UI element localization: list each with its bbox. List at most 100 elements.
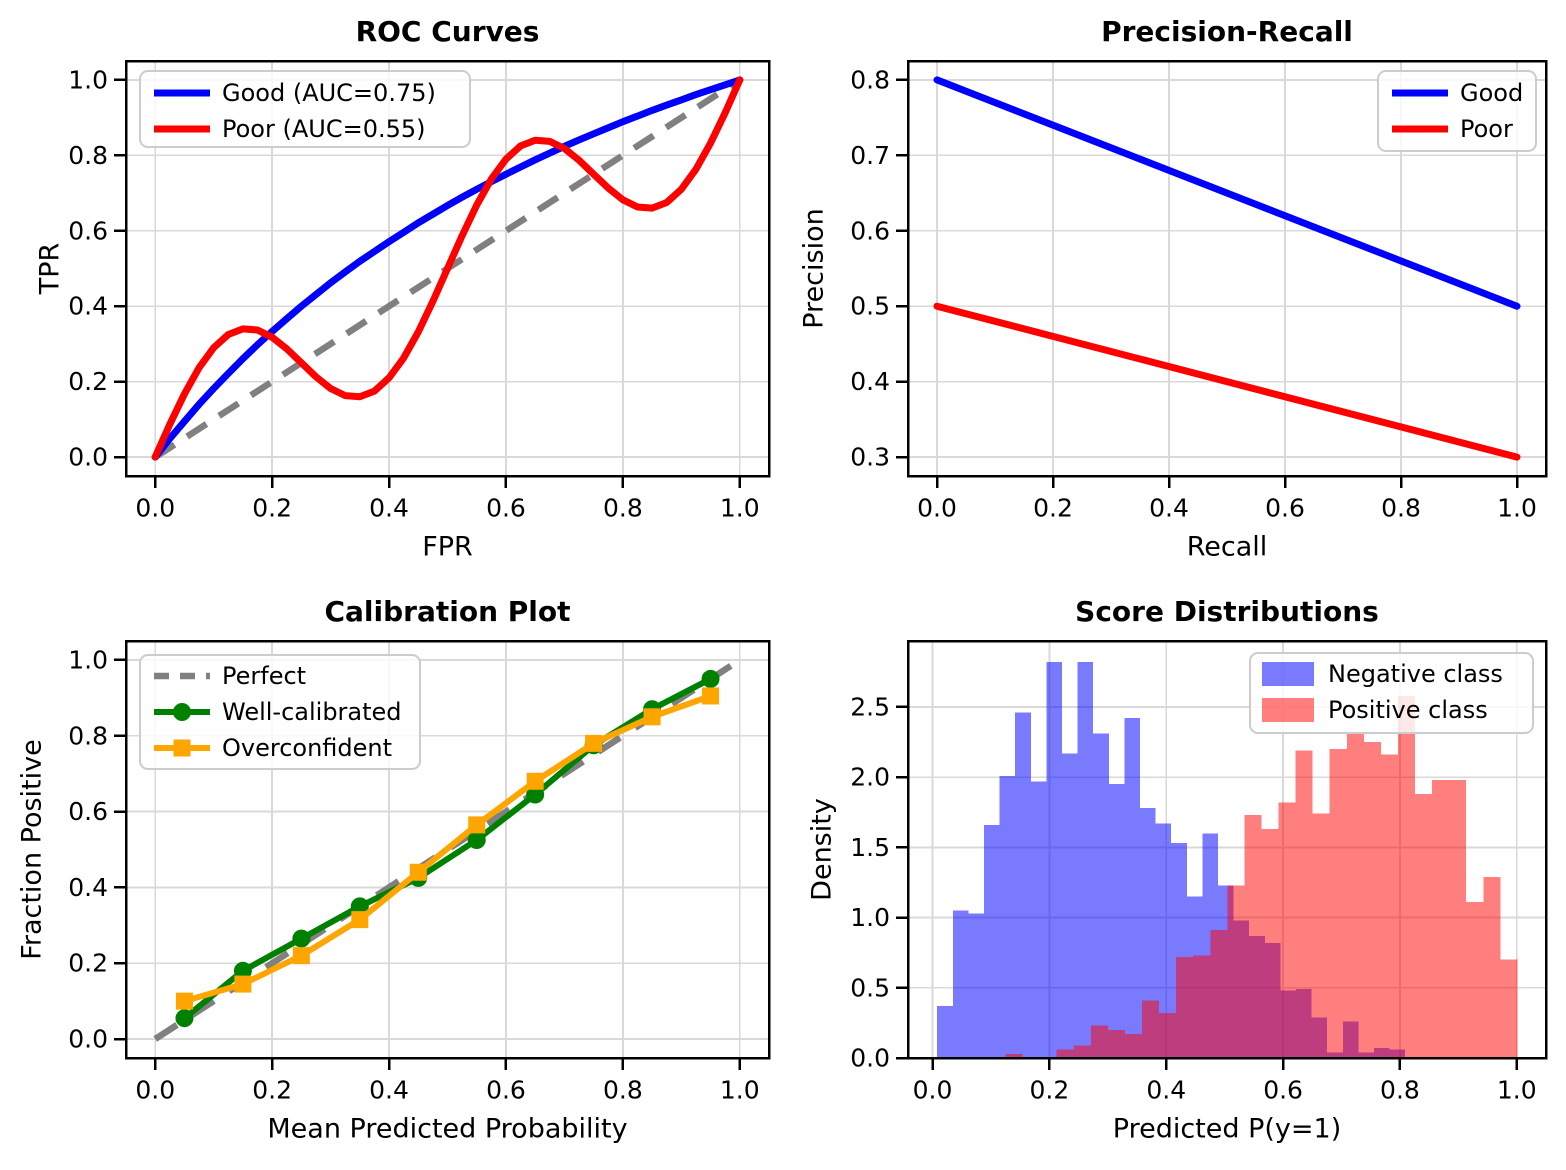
score-dist-series-positive-class-bar bbox=[1073, 1045, 1091, 1058]
calibration-series-well-calibrated-marker bbox=[467, 831, 486, 850]
roc-ylabel: TPR bbox=[35, 243, 66, 296]
score-dist-ytick-label: 1.5 bbox=[850, 833, 890, 862]
pr-ytick-label: 0.7 bbox=[850, 141, 890, 170]
pr-xtick-label: 0.6 bbox=[1265, 494, 1305, 523]
score-dist-xtick-label: 0.2 bbox=[1030, 1076, 1070, 1105]
pr-ytick-label: 0.5 bbox=[850, 292, 890, 321]
score-dist-ytick-label: 0.5 bbox=[850, 973, 890, 1002]
calibration-ytick-label: 0.6 bbox=[68, 797, 108, 826]
roc-subplot: 0.0 0.2 0.4 0.6 0.8 1.0 0.0 0.2 0.4 0.6 0.8 1.0 ROC … bbox=[35, 15, 771, 563]
calibration-legend-label: Well-calibrated bbox=[222, 698, 402, 726]
score-dist-ytick-label: 1.0 bbox=[850, 903, 890, 932]
pr-ytick-label: 0.8 bbox=[850, 65, 890, 94]
pr-legend-label: Poor bbox=[1460, 115, 1513, 143]
score-dist-subplot: 0.0 0.2 0.4 0.6 0.8 1.0 0.0 0.5 1.0 1.5 2.0 2.5 Scor… bbox=[807, 595, 1548, 1145]
roc-ytick-label: 0.2 bbox=[68, 367, 108, 396]
calibration-legend-box bbox=[139, 654, 421, 770]
score-dist-legend: Negative class Positive class bbox=[1249, 652, 1534, 734]
score-dist-series-positive-class-bar bbox=[1090, 1025, 1108, 1058]
score-dist-series-positive-class-bar bbox=[1432, 780, 1450, 1058]
calibration-legend-marker bbox=[173, 703, 191, 721]
roc-xtick-label: 0.6 bbox=[486, 494, 526, 523]
pr-legend-label: Good bbox=[1460, 79, 1523, 107]
score-dist-legend-label: Positive class bbox=[1328, 696, 1488, 724]
roc-xtick-label: 0.0 bbox=[135, 494, 175, 523]
calibration-series-overconfident-marker bbox=[351, 911, 369, 929]
pr-ylabel: Precision bbox=[799, 208, 830, 328]
score-dist-series-positive-class-bar bbox=[1193, 955, 1211, 1058]
score-dist-xtick-label: 0.0 bbox=[913, 1076, 953, 1105]
score-dist-series-positive-class-bar bbox=[1210, 930, 1228, 1058]
roc-axes-frame bbox=[124, 59, 771, 478]
calibration-series-overconfident-marker bbox=[234, 975, 252, 993]
calibration-series-overconfident-marker bbox=[175, 992, 193, 1010]
pr-ytick-label: 0.4 bbox=[850, 367, 890, 396]
pr-xlabel: Recall bbox=[1187, 532, 1268, 563]
score-dist-series-negative-class-bar bbox=[937, 1006, 953, 1058]
score-dist-xlabel: Predicted P(y=1) bbox=[1113, 1114, 1341, 1145]
roc-xtick-label: 0.8 bbox=[603, 494, 643, 523]
score-dist-series-negative-class bbox=[937, 662, 1406, 1058]
score-dist-series-positive-class-bar bbox=[1397, 695, 1416, 1058]
pr-ytick-label: 0.3 bbox=[850, 443, 890, 472]
calibration-series-well-calibrated-marker bbox=[526, 785, 545, 804]
score-dist-ytick-label: 0.0 bbox=[850, 1044, 890, 1073]
score-dist-series-positive-class-bar bbox=[1295, 750, 1313, 1058]
pr-series-poor bbox=[933, 302, 1521, 461]
calibration-series-well-calibrated-marker bbox=[350, 897, 369, 916]
pr-xtick-label: 1.0 bbox=[1497, 494, 1537, 523]
score-dist-series-positive-class-bar bbox=[1005, 1053, 1023, 1058]
pr-xtick-label: 0.2 bbox=[1033, 494, 1073, 523]
roc-ytick-label: 1.0 bbox=[68, 65, 108, 94]
score-dist-series-negative-class-bar bbox=[1155, 823, 1172, 1058]
calibration-series-well-calibrated-marker bbox=[701, 669, 720, 688]
score-dist-series-positive-class-bar bbox=[1176, 956, 1194, 1058]
calibration-ytick-label: 0.8 bbox=[68, 721, 108, 750]
calibration-xlabel: Mean Predicted Probability bbox=[267, 1114, 627, 1145]
score-dist-series-positive-class-bar bbox=[1346, 732, 1364, 1058]
score-dist-legend-box bbox=[1249, 652, 1534, 734]
score-dist-series-negative-class-bar bbox=[1140, 808, 1156, 1058]
calibration-series-overconfident-marker bbox=[468, 816, 486, 834]
score-dist-series-positive-class-bar bbox=[1056, 1049, 1074, 1058]
roc-ytick-label: 0.8 bbox=[68, 141, 108, 170]
calibration-xtick-label: 0.2 bbox=[252, 1076, 292, 1105]
score-dist-series-positive-class-bar bbox=[1466, 902, 1484, 1058]
calibration-xtick-label: 0.8 bbox=[603, 1076, 643, 1105]
score-dist-series-positive-class-bar bbox=[1483, 876, 1501, 1058]
score-dist-series-positive-class-bar bbox=[1449, 780, 1467, 1058]
score-dist-series-negative-class-bar bbox=[984, 824, 1000, 1058]
pr-xtick-label: 0.0 bbox=[917, 494, 957, 523]
score-dist-series-positive-class-bar bbox=[1124, 1034, 1143, 1058]
roc-xtick-label: 0.4 bbox=[369, 494, 409, 523]
pr-subplot: 0.0 0.2 0.4 0.6 0.8 1.0 0.3 0.4 0.5 0.6 0.7 0.8 Prec… bbox=[799, 15, 1548, 563]
score-dist-series-negative-class-bar bbox=[1093, 733, 1109, 1058]
score-dist-xtick-label: 1.0 bbox=[1497, 1076, 1537, 1105]
calibration-legend: Perfect Well-calibrated Overconfident bbox=[139, 654, 421, 770]
score-dist-series-negative-class-bar bbox=[952, 910, 969, 1058]
roc-legend: Good (AUC=0.75) Poor (AUC=0.55) bbox=[139, 70, 471, 148]
calibration-series-well-calibrated-marker bbox=[292, 929, 311, 948]
score-dist-series-positive-class-bar bbox=[1142, 1000, 1160, 1058]
calibration-axes-frame bbox=[124, 639, 771, 1060]
score-dist-legend-swatch bbox=[1262, 698, 1314, 722]
pr-ytick-label: 0.6 bbox=[850, 216, 890, 245]
score-dist-series-positive-class-bar bbox=[1107, 1029, 1125, 1058]
score-dist-ytick-label: 2.0 bbox=[850, 763, 890, 792]
calibration-subplot: 0.0 0.2 0.4 0.6 0.8 1.0 0.0 0.2 0.4 0.6 0.8 1.0 Cali… bbox=[17, 595, 771, 1145]
pr-legend: Good Poor bbox=[1377, 70, 1537, 152]
calibration-xtick-label: 0.6 bbox=[486, 1076, 526, 1105]
roc-ytick-label: 0.4 bbox=[68, 292, 108, 321]
score-dist-series-negative-class-bar bbox=[1015, 712, 1031, 1058]
calibration-series-overconfident-marker bbox=[409, 863, 427, 881]
score-dist-series-positive-class bbox=[1005, 695, 1518, 1058]
score-dist-series-negative-class-bar bbox=[1124, 718, 1141, 1058]
score-dist-legend-label: Negative class bbox=[1328, 660, 1503, 688]
score-dist-ylabel: Density bbox=[807, 798, 838, 901]
roc-ytick-label: 0.0 bbox=[68, 443, 108, 472]
score-dist-series-positive-class-bar bbox=[1278, 802, 1296, 1058]
roc-xtick-label: 1.0 bbox=[720, 494, 760, 523]
calibration-series-overconfident-marker bbox=[292, 947, 310, 965]
